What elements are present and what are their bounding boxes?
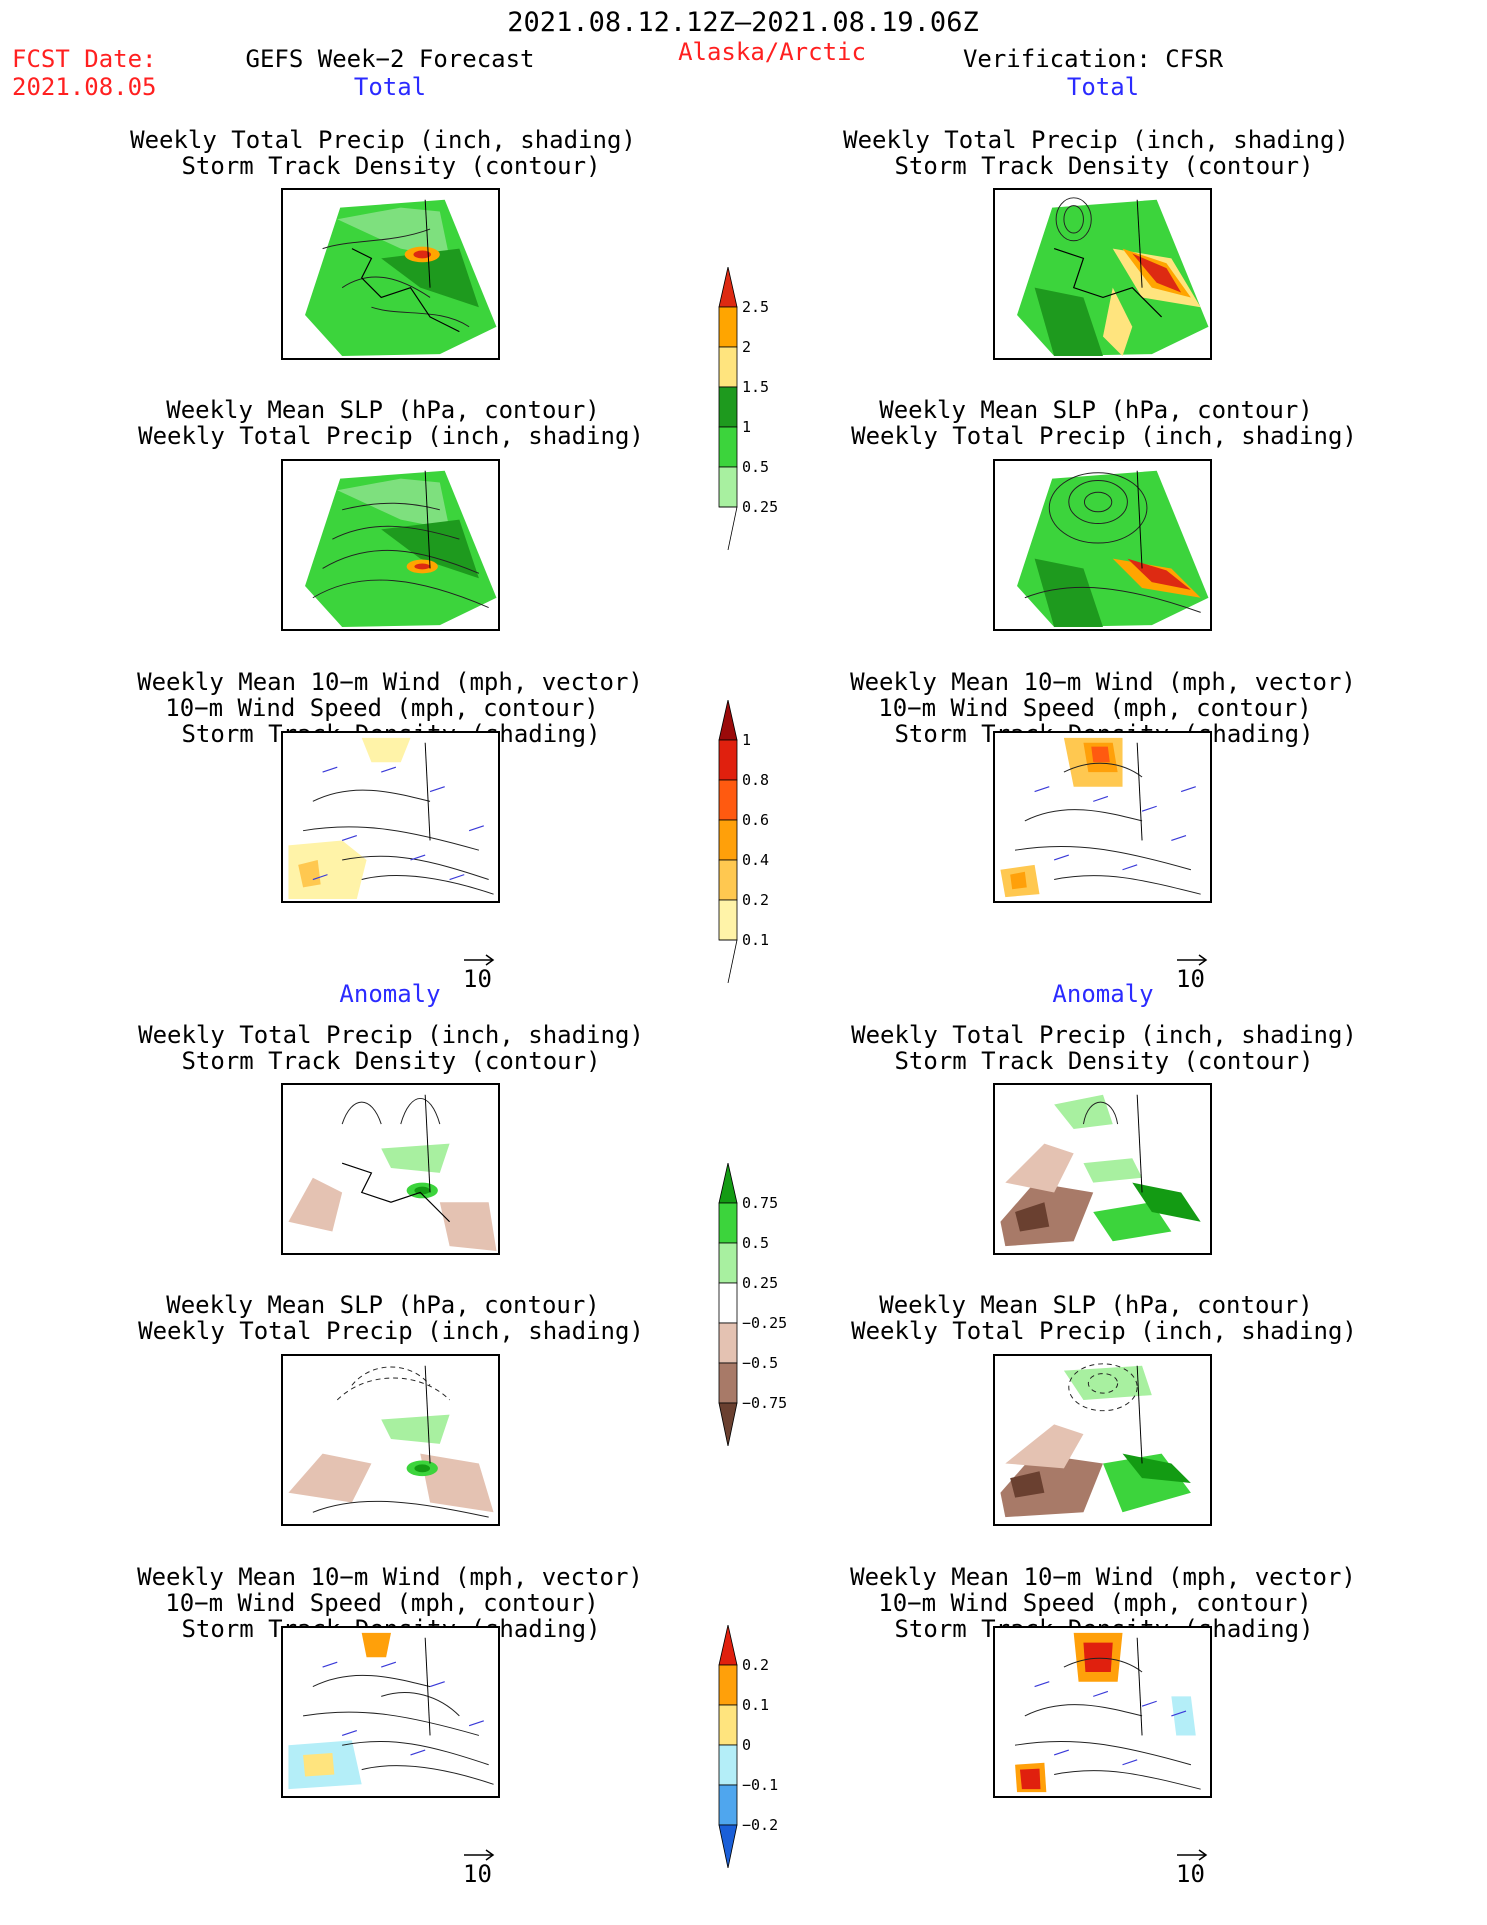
section-total-right: Total xyxy=(1066,73,1140,101)
panel-title-l1-a: Weekly Total Precip (inch, shading) xyxy=(130,126,636,154)
colorbar-precip-anomaly-label-3: −0.25 xyxy=(742,1314,788,1332)
map-verification-anomaly-wind xyxy=(993,1626,1212,1798)
colorbar-precip-total-label-5: 0.25 xyxy=(742,498,779,516)
panel-title-r3-a: Weekly Mean 10−m Wind (mph, vector) xyxy=(850,668,1356,696)
colorbar-precip-total-label-2: 1.5 xyxy=(742,378,770,396)
vector-ref-label-r6: 10 xyxy=(1176,1860,1205,1888)
colorbar-precip-anomaly: 0.75 0.5 0.25 −0.25 −0.5 −0.75 xyxy=(718,1162,787,1450)
colorbar-precip-anomaly-label-0: 0.75 xyxy=(742,1194,779,1212)
colorbar-storm-total-label-2: 0.6 xyxy=(742,811,770,829)
panel-title-l2-b: Weekly Total Precip (inch, shading) xyxy=(138,422,644,450)
panel-title-l6-a: Weekly Mean 10−m Wind (mph, vector) xyxy=(137,1563,643,1591)
colorbar-precip-total-label-3: 1 xyxy=(742,418,752,436)
colorbar-storm-anomaly: 0.2 0.1 0 −0.1 −0.2 xyxy=(718,1624,778,1872)
panel-title-r1-a: Weekly Total Precip (inch, shading) xyxy=(843,126,1349,154)
colorbar-storm-total-label-0: 1 xyxy=(742,731,752,749)
panel-title-r4-a: Weekly Total Precip (inch, shading) xyxy=(851,1021,1357,1049)
map-verification-total-slp-precip xyxy=(993,459,1212,631)
map-forecast-total-wind xyxy=(281,731,500,903)
map-forecast-anomaly-precip-storm xyxy=(281,1083,500,1255)
map-forecast-total-precip-storm xyxy=(281,188,500,360)
colorbar-precip-total-label-4: 0.5 xyxy=(742,458,770,476)
panel-title-l6-b: 10−m Wind Speed (mph, contour) xyxy=(165,1589,599,1617)
colorbar-storm-anomaly-label-3: −0.1 xyxy=(742,1776,779,1794)
colorbar-storm-total-label-5: 0.1 xyxy=(742,931,770,949)
colorbar-storm-anomaly-label-0: 0.2 xyxy=(742,1656,770,1674)
panel-title-l4-b: Storm Track Density (contour) xyxy=(181,1047,601,1075)
colorbar-storm-total-label-3: 0.4 xyxy=(742,851,770,869)
section-total-left: Total xyxy=(353,73,427,101)
panel-title-r5-a: Weekly Mean SLP (hPa, contour) xyxy=(879,1291,1313,1319)
panel-title-l3-b: 10−m Wind Speed (mph, contour) xyxy=(165,694,599,722)
map-forecast-anomaly-slp-precip xyxy=(281,1354,500,1526)
panel-title-r6-a: Weekly Mean 10−m Wind (mph, vector) xyxy=(850,1563,1356,1591)
colorbar-precip-total-label-1: 2 xyxy=(742,338,752,356)
map-verification-anomaly-slp-precip xyxy=(993,1354,1212,1526)
colorbar-precip-anomaly-label-2: 0.25 xyxy=(742,1274,779,1292)
colorbar-storm-total-label-1: 0.8 xyxy=(742,771,770,789)
vector-ref-arrow-r6 xyxy=(1175,1847,1209,1866)
panel-title-l5-a: Weekly Mean SLP (hPa, contour) xyxy=(166,1291,600,1319)
fcst-date-label: FCST Date: xyxy=(12,45,157,73)
map-forecast-anomaly-wind xyxy=(281,1626,500,1798)
panel-title-l1-b: Storm Track Density (contour) xyxy=(181,152,601,180)
panel-title-r2-b: Weekly Total Precip (inch, shading) xyxy=(851,422,1357,450)
map-verification-anomaly-precip-storm xyxy=(993,1083,1212,1255)
vector-ref-label-l3: 10 xyxy=(463,965,492,993)
panel-title-l3-a: Weekly Mean 10−m Wind (mph, vector) xyxy=(137,668,643,696)
region-title: Alaska/Arctic xyxy=(678,38,866,66)
vector-ref-arrow-l6 xyxy=(462,1847,496,1866)
panel-title-r4-b: Storm Track Density (contour) xyxy=(894,1047,1314,1075)
vector-ref-arrow-r3 xyxy=(1175,952,1209,971)
map-verification-total-wind xyxy=(993,731,1212,903)
panel-title-l2-a: Weekly Mean SLP (hPa, contour) xyxy=(166,396,600,424)
panel-title-r5-b: Weekly Total Precip (inch, shading) xyxy=(851,1317,1357,1345)
colorbar-precip-anomaly-label-1: 0.5 xyxy=(742,1234,770,1252)
section-anomaly-right: Anomaly xyxy=(1052,980,1154,1008)
panel-title-l4-a: Weekly Total Precip (inch, shading) xyxy=(138,1021,644,1049)
date-range-title: 2021.08.12.12Z—2021.08.19.06Z xyxy=(507,7,979,38)
colorbar-storm-total: 1 0.8 0.6 0.4 0.2 0.1 xyxy=(718,699,769,987)
vector-ref-label-l6: 10 xyxy=(463,1860,492,1888)
colorbar-precip-anomaly-label-5: −0.75 xyxy=(742,1394,788,1412)
verification-title: Verification: CFSR xyxy=(962,45,1224,73)
fcst-date-value: 2021.08.05 xyxy=(12,73,157,101)
colorbar-precip-total: 2.5 2 1.5 1 0.5 0.25 xyxy=(718,266,778,554)
panel-title-r3-b: 10−m Wind Speed (mph, contour) xyxy=(878,694,1312,722)
colorbar-storm-anomaly-label-2: 0 xyxy=(742,1736,752,1754)
panel-title-r6-b: 10−m Wind Speed (mph, contour) xyxy=(878,1589,1312,1617)
panel-title-r1-b: Storm Track Density (contour) xyxy=(894,152,1314,180)
forecast-title: GEFS Week−2 Forecast xyxy=(245,45,535,73)
map-verification-total-precip-storm xyxy=(993,188,1212,360)
section-anomaly-left: Anomaly xyxy=(339,980,441,1008)
colorbar-storm-total-label-4: 0.2 xyxy=(742,891,770,909)
colorbar-storm-anomaly-label-4: −0.2 xyxy=(742,1816,779,1834)
colorbar-precip-total-label-0: 2.5 xyxy=(742,298,770,316)
vector-ref-arrow-l3 xyxy=(462,952,496,971)
colorbar-precip-anomaly-label-4: −0.5 xyxy=(742,1354,779,1372)
panel-title-l5-b: Weekly Total Precip (inch, shading) xyxy=(138,1317,644,1345)
vector-ref-label-r3: 10 xyxy=(1176,965,1205,993)
panel-title-r2-a: Weekly Mean SLP (hPa, contour) xyxy=(879,396,1313,424)
map-forecast-total-slp-precip xyxy=(281,459,500,631)
colorbar-storm-anomaly-label-1: 0.1 xyxy=(742,1696,770,1714)
